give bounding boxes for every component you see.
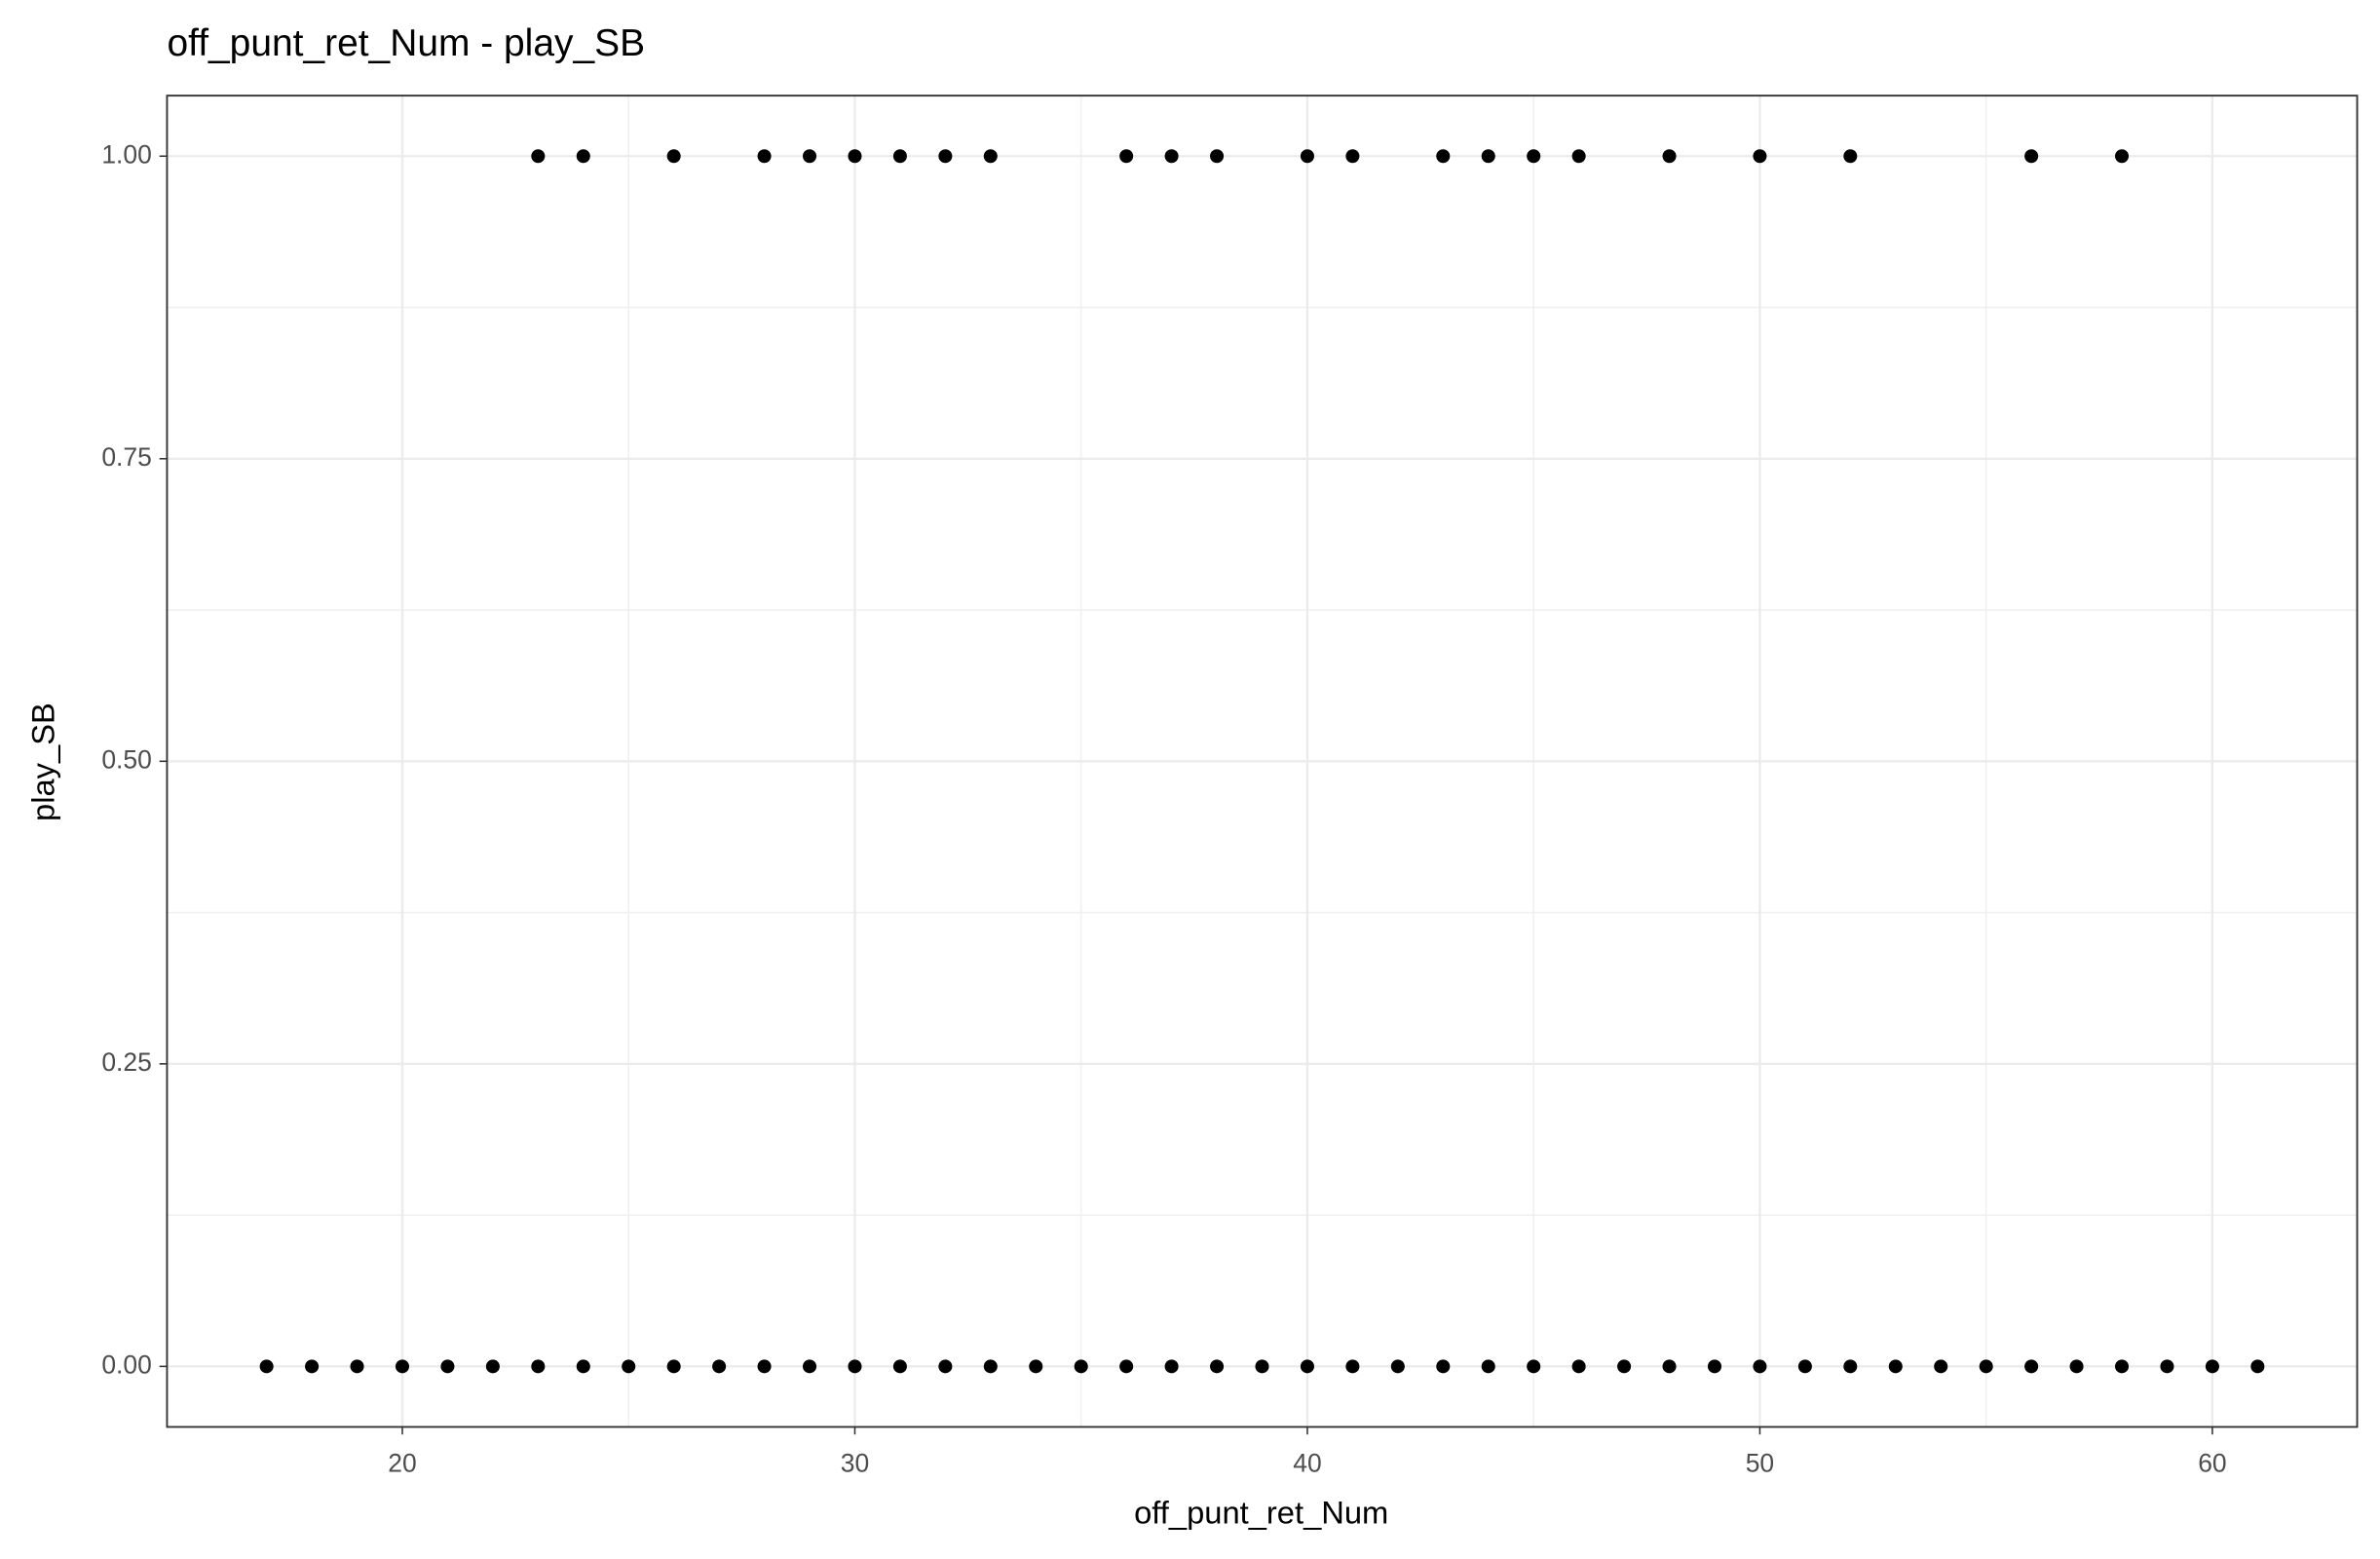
point	[848, 1359, 862, 1374]
point	[666, 1359, 681, 1374]
y-axis-title: play_SB	[24, 703, 60, 821]
x-tick-label: 40	[1293, 1448, 1321, 1477]
point	[938, 1359, 953, 1374]
point	[1707, 1359, 1721, 1374]
point	[1074, 1359, 1088, 1374]
point	[485, 1359, 500, 1374]
point	[1119, 1359, 1134, 1374]
point	[848, 149, 862, 164]
point	[305, 1359, 320, 1374]
point	[757, 149, 772, 164]
point	[1527, 1359, 1541, 1374]
point	[983, 1359, 998, 1374]
y-tick-label: 0.25	[101, 1047, 152, 1077]
point	[2115, 1359, 2130, 1374]
point	[712, 1359, 727, 1374]
point	[803, 149, 817, 164]
point	[1300, 1359, 1314, 1374]
point	[576, 1359, 590, 1374]
point	[1753, 149, 1767, 164]
point	[1119, 149, 1134, 164]
point	[395, 1359, 409, 1374]
point	[2069, 1359, 2084, 1374]
point	[576, 149, 590, 164]
panel-border	[166, 95, 2359, 1428]
point	[1979, 1359, 1993, 1374]
point	[1843, 1359, 1858, 1374]
point	[2205, 1359, 2219, 1374]
point	[1527, 149, 1541, 164]
point	[666, 149, 681, 164]
point	[2160, 1359, 2174, 1374]
point	[1255, 1359, 1269, 1374]
point	[350, 1359, 364, 1374]
point	[892, 1359, 907, 1374]
point	[1345, 149, 1360, 164]
point	[803, 1359, 817, 1374]
x-tick-label: 20	[388, 1448, 416, 1477]
point	[1571, 1359, 1586, 1374]
point	[1029, 1359, 1043, 1374]
point	[531, 1359, 546, 1374]
point	[1300, 149, 1314, 164]
point	[1210, 149, 1225, 164]
x-tick-label: 60	[2198, 1448, 2226, 1477]
point	[622, 1359, 636, 1374]
point	[1662, 1359, 1677, 1374]
y-tick-label: 0.50	[101, 744, 152, 774]
chart-title: off_punt_ret_Num - play_SB	[167, 22, 645, 64]
point	[2024, 149, 2039, 164]
y-tick-label: 1.00	[101, 139, 152, 169]
point	[1797, 1359, 1812, 1374]
point	[1753, 1359, 1767, 1374]
point	[1617, 1359, 1632, 1374]
point	[1164, 149, 1179, 164]
point	[1436, 149, 1451, 164]
point	[757, 1359, 772, 1374]
point	[2024, 1359, 2039, 1374]
point	[1934, 1359, 1948, 1374]
point	[1436, 1359, 1451, 1374]
point	[1164, 1359, 1179, 1374]
point	[1888, 1359, 1903, 1374]
point	[1481, 149, 1495, 164]
point	[892, 149, 907, 164]
point	[938, 149, 953, 164]
point	[2250, 1359, 2265, 1374]
y-tick-label: 0.00	[101, 1350, 152, 1379]
point	[1571, 149, 1586, 164]
point	[531, 149, 546, 164]
y-tick-label: 0.75	[101, 442, 152, 472]
point	[1390, 1359, 1405, 1374]
point	[1210, 1359, 1225, 1374]
point	[983, 149, 998, 164]
point	[1662, 149, 1677, 164]
point	[440, 1359, 455, 1374]
x-tick-label: 30	[841, 1448, 869, 1477]
x-tick-label: 50	[1746, 1448, 1774, 1477]
point	[259, 1359, 274, 1374]
point	[1345, 1359, 1360, 1374]
x-axis-title: off_punt_ret_Num	[1134, 1494, 1388, 1530]
point	[1481, 1359, 1495, 1374]
point	[1843, 149, 1858, 164]
point	[2115, 149, 2130, 164]
